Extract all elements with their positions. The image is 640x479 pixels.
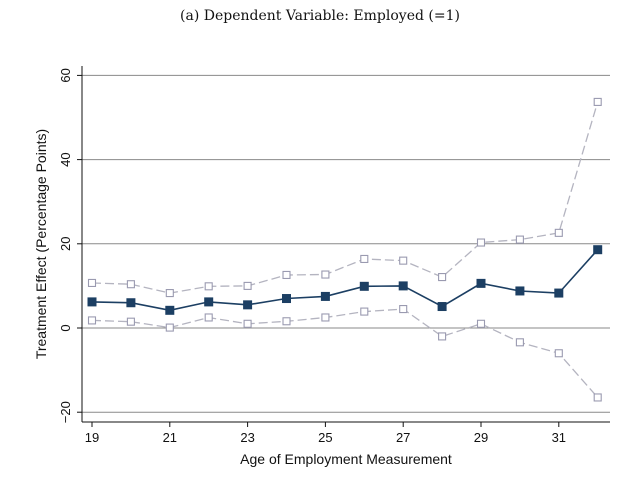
data-point-upper-bound: [360, 254, 369, 264]
data-point-upper-bound: [282, 270, 291, 280]
data-point-lower-bound: [476, 319, 486, 328]
data-point-lower-bound: [593, 393, 602, 402]
y-axis-title: Treatment Effect (Percentage Points): [33, 129, 49, 359]
x-tick-label: 23: [240, 430, 254, 445]
y-tick-label: −20: [58, 401, 73, 423]
data-point-estimate: [165, 305, 175, 315]
y-tick-label: 20: [58, 237, 73, 251]
data-point-lower-bound: [204, 313, 213, 322]
data-point-lower-bound: [321, 313, 330, 322]
data-point-upper-bound: [554, 228, 563, 237]
data-point-estimate: [593, 245, 603, 255]
series-line-lower-bound: [91, 308, 599, 398]
data-point-upper-bound: [204, 282, 213, 291]
data-point-upper-bound: [515, 235, 524, 244]
chart-title: (a) Dependent Variable: Employed (=1): [180, 8, 460, 24]
data-point-upper-bound: [243, 281, 252, 290]
x-tick-label: 19: [85, 430, 99, 445]
series-line-estimate: [91, 249, 599, 312]
data-point-upper-bound: [321, 270, 330, 279]
data-point-upper-bound: [399, 256, 408, 265]
data-point-lower-bound: [360, 307, 369, 316]
series-estimate: [87, 245, 603, 315]
data-point-upper-bound: [87, 278, 97, 288]
data-point-upper-bound: [126, 280, 135, 289]
data-point-upper-bound: [476, 238, 486, 247]
x-tick-label: 25: [318, 430, 332, 445]
data-point-lower-bound: [87, 316, 97, 325]
series-upper-bound: [87, 97, 602, 298]
data-point-upper-bound: [438, 273, 447, 282]
data-point-lower-bound: [399, 305, 408, 314]
tick-labels: 19 21 23 25 27 29 31 60 40 20 0 −20: [58, 68, 566, 445]
data-point-lower-bound: [554, 349, 563, 358]
data-point-lower-bound: [515, 338, 524, 347]
data-point-estimate: [204, 297, 214, 307]
data-point-estimate: [243, 300, 253, 310]
x-tick-label: 27: [396, 430, 410, 445]
data-point-lower-bound: [126, 317, 135, 326]
data-point-estimate: [476, 278, 486, 288]
data-point-estimate: [359, 281, 369, 291]
y-tick-label: 0: [58, 324, 73, 331]
data-point-estimate: [437, 302, 447, 312]
series-layer: [87, 97, 603, 402]
grid-lines: [82, 74, 610, 413]
data-point-estimate: [320, 291, 330, 301]
y-tick-label: 60: [58, 68, 73, 82]
data-point-estimate: [398, 281, 408, 291]
data-point-lower-bound: [282, 317, 291, 326]
series-line-upper-bound: [91, 101, 599, 294]
series-lower-bound: [87, 305, 602, 402]
data-point-estimate: [126, 298, 136, 308]
data-point-estimate: [87, 297, 97, 307]
data-point-lower-bound: [243, 319, 252, 328]
x-tick-label: 31: [552, 430, 566, 445]
data-point-estimate: [515, 286, 525, 296]
x-tick-label: 29: [474, 430, 488, 445]
y-tick-label: 40: [58, 152, 73, 166]
data-point-lower-bound: [165, 323, 174, 332]
data-point-upper-bound: [593, 97, 602, 106]
x-tick-label: 21: [163, 430, 177, 445]
data-point-estimate: [282, 294, 291, 304]
x-axis-title: Age of Employment Measurement: [240, 451, 452, 467]
data-point-lower-bound: [438, 332, 447, 341]
axes: [77, 66, 610, 427]
data-point-estimate: [554, 288, 564, 298]
data-point-upper-bound: [165, 289, 174, 298]
